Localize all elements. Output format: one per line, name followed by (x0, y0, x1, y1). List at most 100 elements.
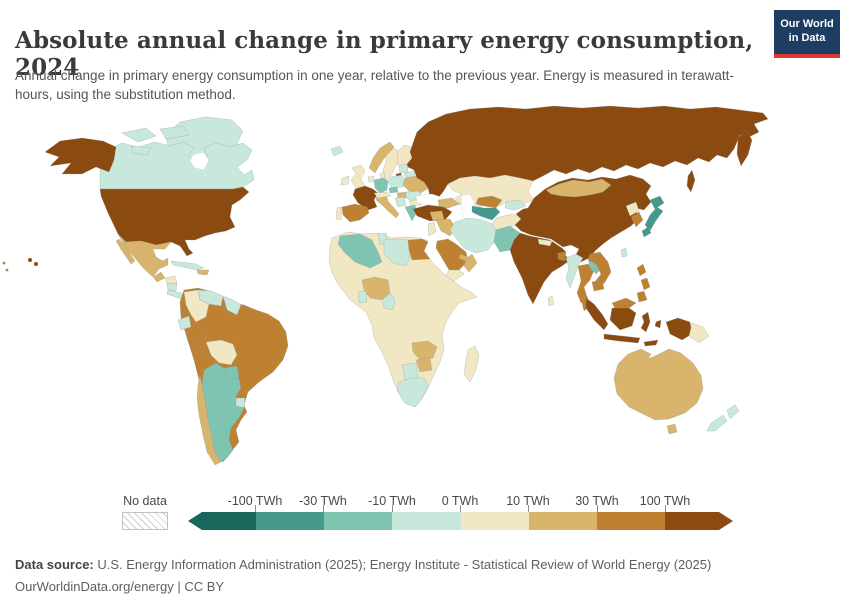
legend-bin-8[interactable] (665, 512, 733, 530)
new-zealand-south-island[interactable] (706, 414, 728, 432)
legend-bin-4[interactable] (392, 512, 461, 530)
country-south-africa[interactable] (397, 377, 429, 408)
country-cameroon[interactable] (381, 292, 396, 311)
country-cuba[interactable] (170, 260, 205, 271)
country-china[interactable] (514, 174, 652, 263)
country-japan-hokkaido[interactable] (649, 195, 665, 210)
legend-bin-7[interactable] (596, 512, 665, 530)
tasmania-island[interactable] (666, 423, 678, 435)
country-botswana[interactable] (401, 362, 419, 381)
country-turkmenistan[interactable] (471, 205, 501, 221)
indonesia-west-papua[interactable] (665, 317, 693, 341)
legend-bin-6[interactable] (528, 512, 597, 530)
country-madagascar[interactable] (463, 345, 480, 383)
country-hispaniola[interactable] (196, 269, 210, 276)
hawaii-island[interactable] (27, 257, 33, 263)
country-kyrgyzstan-tajikistan[interactable] (504, 199, 527, 211)
country-ghana[interactable] (357, 290, 368, 304)
country-nicaragua[interactable] (166, 282, 178, 292)
country-syria[interactable] (429, 210, 445, 222)
country-canada-island[interactable] (121, 127, 157, 143)
license-line[interactable]: OurWorldinData.org/energy | CC BY (15, 579, 225, 594)
country-norway[interactable] (368, 141, 395, 174)
continent-africa[interactable] (328, 231, 478, 408)
legend-bin-1[interactable] (188, 512, 257, 530)
philippines-mindanao[interactable] (636, 290, 648, 303)
new-zealand-north-island[interactable] (726, 404, 740, 420)
country-czechia[interactable] (388, 186, 399, 194)
country-spain[interactable] (341, 203, 370, 223)
indonesia-moluccas[interactable] (654, 319, 662, 329)
country-sri-lanka[interactable] (547, 295, 555, 307)
country-canada-island[interactable] (159, 125, 190, 140)
country-poland[interactable] (387, 174, 406, 189)
owid-logo[interactable]: Our World in Data (774, 10, 840, 58)
country-cambodia[interactable] (591, 279, 605, 292)
baja-peninsula[interactable] (115, 238, 136, 265)
legend-bin-3[interactable] (324, 512, 393, 530)
legend-bin-5[interactable] (460, 512, 529, 530)
kamchatka-peninsula[interactable] (736, 129, 753, 167)
country-sweden[interactable] (382, 147, 401, 182)
country-zambia[interactable] (411, 340, 438, 361)
country-denmark[interactable] (379, 171, 386, 180)
country-libya[interactable] (383, 238, 411, 267)
country-taiwan[interactable] (620, 247, 628, 258)
country-egypt[interactable] (407, 238, 431, 261)
pacific-island[interactable] (2, 261, 6, 265)
pacific-island[interactable] (5, 268, 9, 272)
country-chile[interactable] (196, 374, 222, 466)
country-south-korea[interactable] (630, 211, 644, 228)
country-germany[interactable] (373, 177, 389, 194)
legend-no-data-swatch[interactable] (122, 512, 168, 530)
country-north-korea[interactable] (625, 201, 640, 217)
country-zimbabwe[interactable] (415, 357, 433, 373)
country-caucasus[interactable] (437, 197, 461, 209)
country-malaysia-borneo[interactable] (611, 297, 637, 309)
country-iran[interactable] (449, 217, 497, 254)
country-mexico[interactable] (117, 233, 172, 278)
country-uruguay[interactable] (235, 397, 246, 409)
country-japan-kyushu[interactable] (641, 226, 652, 238)
indonesia-java[interactable] (603, 333, 641, 344)
indonesia-sumatra[interactable] (585, 297, 609, 331)
country-australia[interactable] (613, 348, 704, 421)
hawaii-island[interactable] (33, 261, 39, 267)
philippines-visayas[interactable] (640, 277, 651, 291)
country-france[interactable] (352, 185, 379, 211)
country-ecuador[interactable] (177, 315, 192, 331)
country-uae[interactable] (458, 253, 469, 262)
country-oman[interactable] (463, 253, 478, 273)
indonesia-sulawesi[interactable] (640, 311, 651, 333)
country-myanmar[interactable] (565, 253, 584, 289)
country-canada[interactable] (99, 141, 255, 190)
philippines-luzon[interactable] (636, 263, 647, 277)
sakhalin-island[interactable] (686, 169, 696, 193)
country-nepal[interactable] (537, 238, 553, 247)
country-honduras[interactable] (164, 275, 178, 285)
country-colombia[interactable] (183, 289, 210, 323)
country-switzerland-austria[interactable] (373, 191, 392, 199)
country-canada-island[interactable] (130, 145, 152, 156)
country-ireland[interactable] (340, 175, 350, 186)
country-west-balkans[interactable] (394, 196, 407, 208)
country-jordan-israel[interactable] (427, 221, 437, 237)
country-alaska[interactable] (44, 137, 117, 175)
country-netherlands-belgium[interactable] (367, 175, 375, 183)
country-italy[interactable] (375, 193, 400, 219)
country-india[interactable] (509, 232, 571, 305)
indonesia-lesser-sunda[interactable] (643, 339, 659, 347)
country-algeria[interactable] (337, 233, 383, 269)
country-bangladesh[interactable] (557, 251, 567, 262)
country-mongolia[interactable] (545, 178, 612, 198)
country-saudi-arabia[interactable] (435, 238, 469, 271)
indonesia-borneo[interactable] (609, 307, 637, 331)
country-iceland[interactable] (330, 145, 344, 157)
country-united-kingdom[interactable] (350, 164, 366, 189)
country-bolivia[interactable] (205, 339, 238, 366)
country-portugal[interactable] (335, 206, 343, 221)
country-yemen[interactable] (445, 269, 465, 282)
country-papua-new-guinea[interactable] (688, 322, 710, 344)
legend-bin-2[interactable] (256, 512, 325, 530)
country-guyanas[interactable] (222, 295, 242, 316)
